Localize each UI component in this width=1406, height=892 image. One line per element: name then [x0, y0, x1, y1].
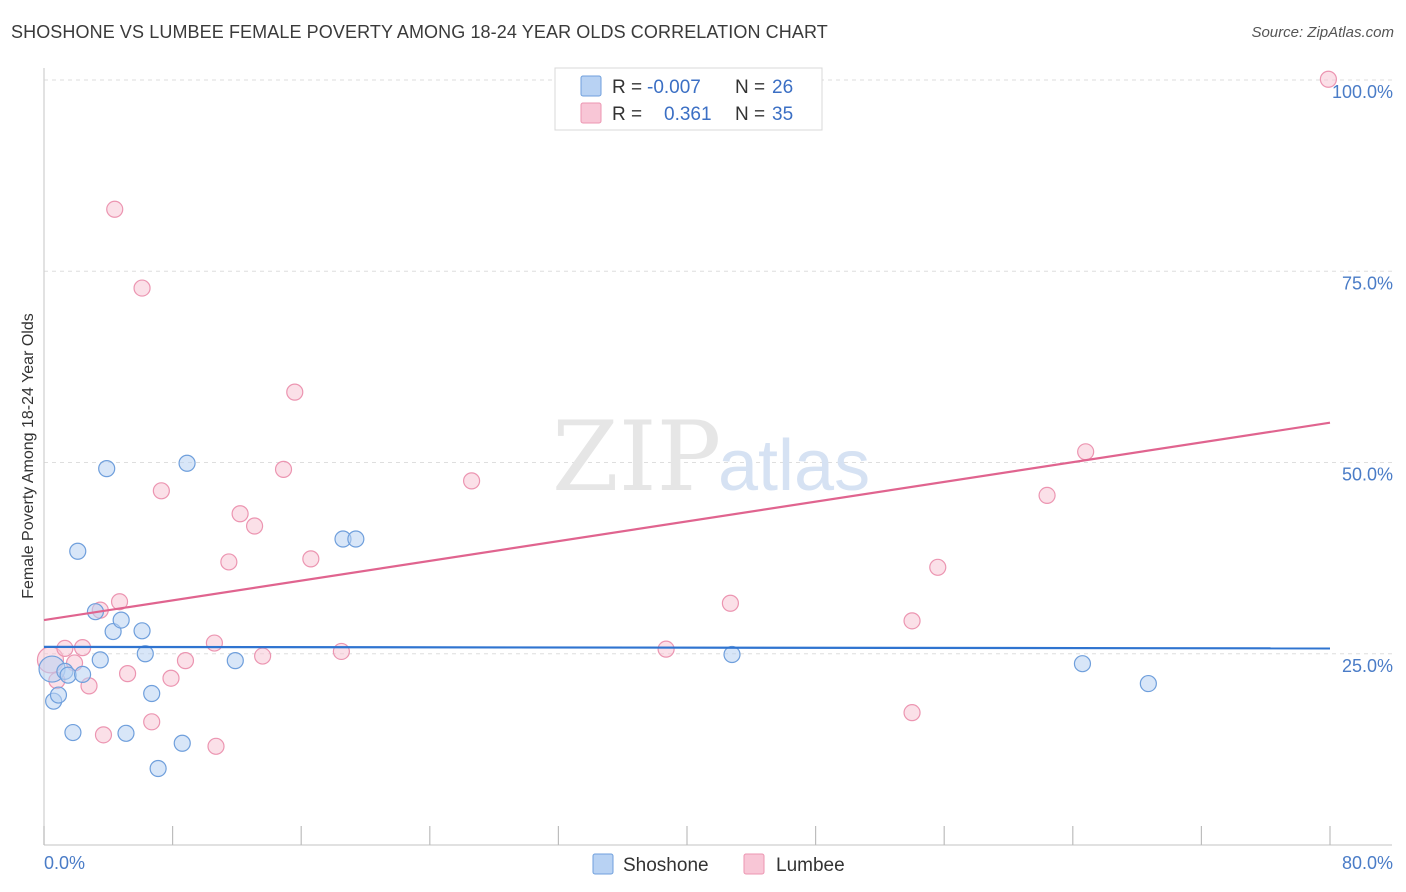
legend-swatch-shoshone — [580, 75, 602, 97]
shoshone-point — [117, 724, 135, 742]
legend-swatch-lumbee — [580, 102, 602, 124]
shoshone-point — [69, 542, 87, 560]
watermark-atlas: atlas — [718, 426, 870, 506]
legend-n-value-shoshone: 26 — [772, 77, 793, 98]
lumbee-point — [286, 383, 304, 401]
lumbee-point — [118, 665, 137, 683]
bottom-legend-swatch-lumbee — [743, 853, 765, 875]
lumbee-point — [245, 517, 264, 535]
correlation-legend: R = -0.007 N = 26 R = 0.361 N = 35 — [554, 67, 823, 131]
lumbee-point — [1319, 70, 1337, 88]
y-tick-label: 50.0% — [1342, 465, 1393, 485]
watermark: ZIP atlas — [552, 401, 870, 513]
legend-n-label-shoshone: N = — [735, 77, 765, 98]
shoshone-point — [347, 530, 365, 548]
bottom-legend-label-lumbee: Lumbee — [776, 855, 845, 876]
shoshone-point — [173, 734, 191, 752]
lumbee-point — [302, 550, 320, 568]
shoshone-point — [91, 651, 109, 669]
lumbee-point — [56, 639, 74, 657]
legend-r-value-shoshone: -0.007 — [647, 77, 701, 98]
shoshone-point — [149, 759, 167, 778]
lumbee-point — [231, 505, 249, 523]
shoshone-point — [136, 645, 154, 663]
lumbee-point — [903, 704, 921, 722]
bottom-legend-label-shoshone: Shoshone — [623, 855, 709, 876]
lumbee-point — [152, 482, 170, 500]
legend-r-label-lumbee: R = — [612, 104, 642, 125]
lumbee-point — [903, 612, 921, 630]
chart-title: SHOSHONE VS LUMBEE FEMALE POVERTY AMONG … — [11, 22, 828, 42]
trend-lines — [43, 421, 1331, 650]
shoshone-point — [59, 666, 77, 684]
lumbee-point — [176, 652, 195, 670]
shoshone-point — [73, 665, 92, 684]
lumbee-point — [721, 594, 740, 612]
lumbee-point — [929, 558, 947, 576]
lumbee-point — [274, 460, 293, 478]
x-tick-label: 0.0% — [44, 853, 85, 873]
x-tick-label: 80.0% — [1342, 853, 1393, 873]
shoshone-point — [178, 454, 196, 472]
legend-r-value-lumbee: 0.361 — [664, 104, 712, 125]
lumbee-point — [106, 200, 124, 218]
lumbee-point — [1077, 443, 1095, 461]
lumbee-point — [110, 593, 129, 611]
legend-r-label-shoshone: R = — [612, 77, 642, 98]
lumbee-point — [143, 713, 161, 731]
shoshone-point — [226, 652, 244, 670]
shoshone-point — [723, 645, 741, 664]
lumbee-point — [220, 553, 238, 571]
lumbee-point — [162, 669, 180, 687]
series-legend: Shoshone Lumbee — [592, 853, 845, 876]
lumbee-trend-line — [43, 421, 1331, 622]
y-tick-label: 100.0% — [1332, 82, 1393, 102]
shoshone-point — [143, 684, 161, 703]
y-tick-labels: 25.0% 50.0% 75.0% 100.0% — [1332, 82, 1393, 676]
shoshone-points — [38, 454, 1157, 778]
y-tick-label: 75.0% — [1342, 273, 1393, 293]
axes — [43, 68, 1392, 846]
watermark-zip: ZIP — [552, 401, 721, 513]
legend-n-value-lumbee: 35 — [772, 104, 793, 125]
shoshone-point — [49, 686, 68, 704]
y-axis-label: Female Poverty Among 18-24 Year Olds — [20, 313, 37, 599]
shoshone-trend-line — [43, 645, 1331, 650]
lumbee-point — [1038, 486, 1056, 504]
lumbee-point — [332, 642, 350, 661]
bottom-legend-swatch-shoshone — [592, 853, 614, 875]
shoshone-point — [64, 723, 82, 742]
y-tick-label: 25.0% — [1342, 656, 1393, 676]
shoshone-point — [133, 622, 151, 640]
lumbee-point — [133, 279, 151, 297]
lumbee-point — [657, 640, 675, 658]
lumbee-point — [94, 726, 113, 744]
shoshone-point — [1139, 674, 1157, 693]
lumbee-point — [462, 472, 481, 490]
lumbee-point — [254, 647, 272, 665]
gridlines — [44, 79, 1392, 655]
shoshone-point — [112, 611, 130, 629]
lumbee-point — [207, 737, 225, 755]
x-ticks: 0.0% 80.0% — [43, 826, 1393, 873]
legend-n-label-lumbee: N = — [735, 104, 765, 125]
shoshone-point — [1073, 655, 1092, 673]
source-label: Source: ZipAtlas.com — [1251, 24, 1394, 41]
lumbee-point — [205, 634, 223, 652]
shoshone-point — [98, 460, 116, 478]
